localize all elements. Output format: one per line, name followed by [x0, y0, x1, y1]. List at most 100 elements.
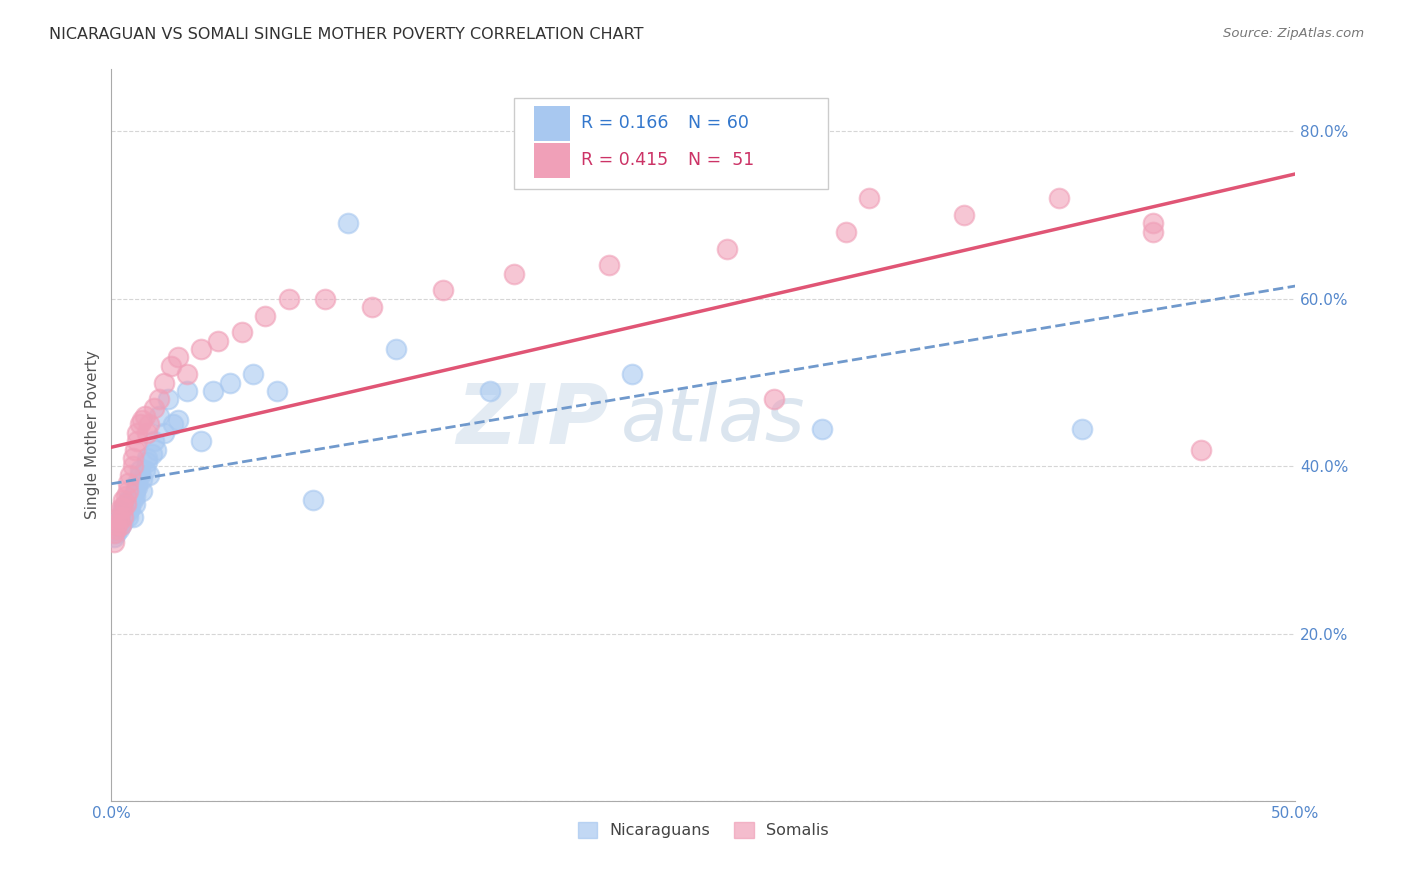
Point	[103, 531, 125, 545]
Point	[716, 242, 738, 256]
Point	[120, 497, 142, 511]
Point	[190, 342, 212, 356]
Point	[190, 434, 212, 449]
FancyBboxPatch shape	[534, 143, 569, 178]
Point	[176, 384, 198, 398]
FancyBboxPatch shape	[534, 106, 569, 141]
Y-axis label: Single Mother Poverty: Single Mother Poverty	[86, 351, 100, 519]
Point	[120, 467, 142, 482]
Point	[127, 434, 149, 449]
Point	[811, 421, 834, 435]
Point	[131, 472, 153, 486]
Point	[110, 517, 132, 532]
Point	[202, 384, 225, 398]
Point	[112, 501, 135, 516]
Point	[105, 522, 128, 536]
Point	[117, 492, 139, 507]
Point	[763, 392, 786, 407]
Point	[114, 497, 136, 511]
Point	[103, 522, 125, 536]
Point	[162, 417, 184, 432]
Point	[117, 476, 139, 491]
Point	[110, 517, 132, 532]
Point	[114, 497, 136, 511]
Point	[278, 292, 301, 306]
Point	[479, 384, 502, 398]
Point	[110, 501, 132, 516]
Point	[112, 509, 135, 524]
Point	[138, 467, 160, 482]
Point	[117, 484, 139, 499]
Point	[143, 434, 166, 449]
Point	[105, 517, 128, 532]
Point	[148, 409, 170, 423]
Point	[127, 480, 149, 494]
Point	[107, 509, 129, 524]
Point	[114, 505, 136, 519]
Point	[121, 459, 143, 474]
Point	[117, 505, 139, 519]
Point	[127, 476, 149, 491]
Point	[114, 489, 136, 503]
Point	[114, 501, 136, 516]
Point	[1189, 442, 1212, 457]
Point	[266, 384, 288, 398]
Point	[157, 392, 180, 407]
Point	[136, 455, 159, 469]
Point	[384, 342, 406, 356]
Point	[124, 489, 146, 503]
Point	[124, 497, 146, 511]
Point	[121, 450, 143, 465]
Point	[176, 367, 198, 381]
Point	[112, 492, 135, 507]
Point	[120, 501, 142, 516]
Point	[242, 367, 264, 381]
Text: N =  51: N = 51	[688, 151, 754, 169]
Text: N = 60: N = 60	[688, 114, 749, 133]
Point	[166, 351, 188, 365]
Point	[128, 467, 150, 482]
Point	[148, 392, 170, 407]
Point	[141, 447, 163, 461]
Point	[1142, 216, 1164, 230]
Point	[121, 492, 143, 507]
Point	[107, 514, 129, 528]
Point	[166, 413, 188, 427]
Point	[254, 309, 277, 323]
Point	[124, 442, 146, 457]
Point	[107, 517, 129, 532]
Text: Source: ZipAtlas.com: Source: ZipAtlas.com	[1223, 27, 1364, 40]
Point	[361, 300, 384, 314]
Point	[159, 359, 181, 373]
Point	[858, 191, 880, 205]
Point	[105, 526, 128, 541]
Point	[128, 417, 150, 432]
Point	[432, 284, 454, 298]
Point	[134, 409, 156, 423]
Point	[120, 492, 142, 507]
Point	[145, 442, 167, 457]
Point	[112, 501, 135, 516]
Point	[207, 334, 229, 348]
Point	[143, 401, 166, 415]
Point	[131, 484, 153, 499]
Point	[103, 526, 125, 541]
Point	[1142, 225, 1164, 239]
Point	[131, 413, 153, 427]
Point	[112, 514, 135, 528]
Point	[112, 509, 135, 524]
Point	[301, 492, 323, 507]
Point	[110, 514, 132, 528]
Point	[218, 376, 240, 390]
Text: ZIP: ZIP	[456, 380, 609, 461]
Point	[834, 225, 856, 239]
Point	[1071, 421, 1094, 435]
Point	[134, 463, 156, 477]
Point	[128, 463, 150, 477]
Point	[110, 509, 132, 524]
Point	[107, 522, 129, 536]
Point	[103, 534, 125, 549]
Point	[621, 367, 644, 381]
Point	[152, 376, 174, 390]
Point	[127, 425, 149, 440]
